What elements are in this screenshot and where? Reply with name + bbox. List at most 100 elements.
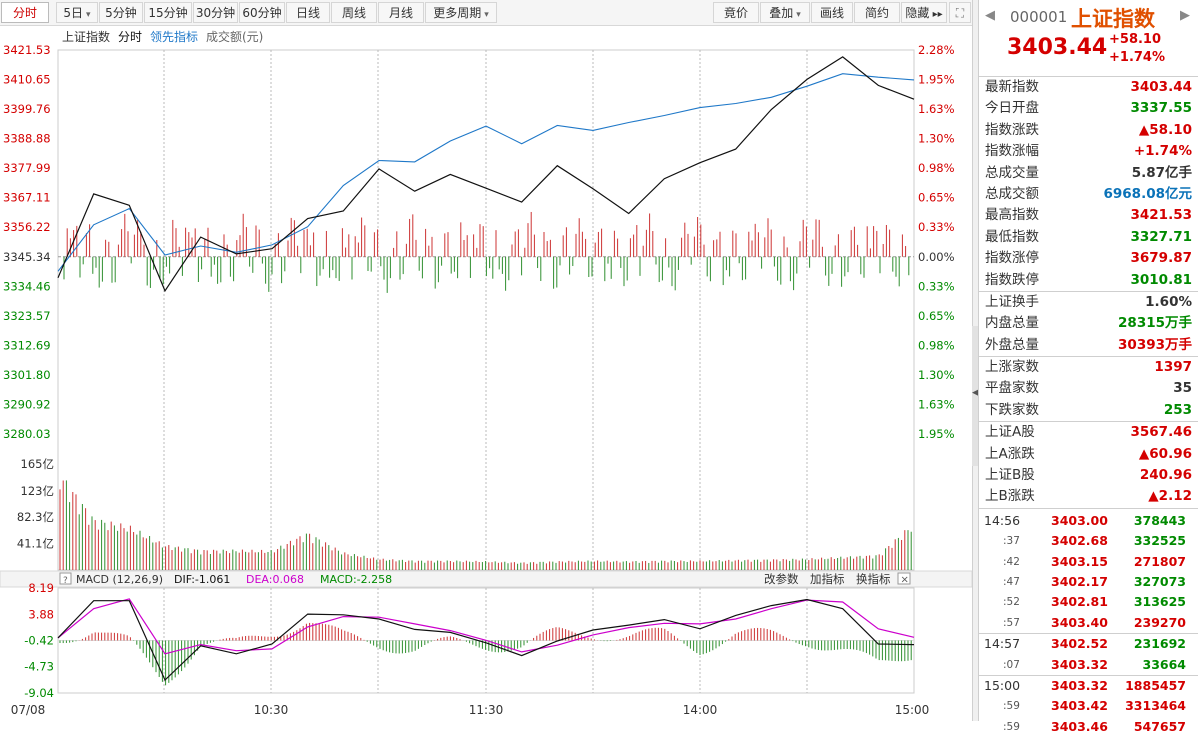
dif-line: [57, 598, 915, 682]
stat-value: 3403.44: [1130, 79, 1193, 95]
pct-tick-label: 0.33%: [918, 279, 955, 293]
chart-area[interactable]: 3421.53 2.28% 3410.65 1.95% 3399.76 1.63% 3388…: [0, 26, 973, 721]
draw-line-button[interactable]: 画线: [811, 2, 853, 23]
tab-15min[interactable]: 15分钟: [144, 2, 192, 23]
pct-tick-label: 0.00%: [918, 250, 955, 264]
tick-row: 15:00 3403.32 1885457: [979, 674, 1198, 696]
stat-value: 5.87亿手: [1131, 164, 1192, 181]
tab-30min[interactable]: 30分钟: [193, 2, 238, 23]
tab-5day[interactable]: 5日: [56, 2, 98, 23]
time-axis-label: 11:30: [469, 703, 504, 717]
tab-monthly[interactable]: 月线: [378, 2, 424, 23]
tick-volume: 332525: [1133, 533, 1186, 549]
tick-row: 14:56 3403.00 378443: [979, 511, 1198, 531]
price-change-pct: +1.74%: [1109, 50, 1165, 65]
stat-value: 28315万手: [1118, 315, 1192, 332]
stat-value: ▲2.12: [1148, 488, 1192, 505]
stat-row: 指数跌停 3010.81: [979, 270, 1198, 291]
tab-more-periods[interactable]: 更多周期: [425, 2, 497, 23]
price-tick-label: 3388.88: [3, 132, 51, 146]
stat-value: ▲60.96: [1138, 445, 1192, 462]
stat-row: 指数涨跌 ▲58.10: [979, 120, 1198, 141]
tick-row: :59 3403.42 3313464: [979, 696, 1198, 716]
hide-button[interactable]: 隐藏 ▸▸: [901, 2, 947, 23]
tab-daily[interactable]: 日线: [286, 2, 330, 23]
stat-label: 最低指数: [985, 228, 1039, 245]
simple-button[interactable]: 简约: [854, 2, 900, 23]
stat-row: 上B涨跌 ▲2.12: [979, 486, 1198, 507]
pct-tick-label: 1.63%: [918, 102, 955, 116]
stat-value: 240.96: [1139, 467, 1192, 484]
tab-5min[interactable]: 5分钟: [99, 2, 143, 23]
stat-label: 上A涨跌: [985, 445, 1035, 462]
price-tick-label: 3421.53: [3, 43, 51, 57]
index-price-line: [57, 56, 915, 293]
next-stock-icon[interactable]: ▶: [1180, 8, 1190, 23]
edit-params-link[interactable]: 改参数: [764, 572, 799, 586]
pct-tick-label: 1.95%: [918, 427, 955, 441]
time-axis-label: 10:30: [254, 703, 289, 717]
stat-row: 今日开盘 3337.55: [979, 98, 1198, 119]
macd-tick-label: -4.73: [24, 660, 54, 674]
macd-tick-label: -0.42: [24, 633, 54, 647]
tick-volume: 313625: [1133, 594, 1186, 610]
time-axis-label: 07/08: [11, 703, 46, 717]
auction-button[interactable]: 竟价: [713, 2, 759, 23]
stat-row: 指数涨停 3679.87: [979, 248, 1198, 269]
stat-value: 3679.87: [1130, 250, 1193, 267]
tab-intraday[interactable]: 分时: [1, 2, 49, 23]
overlay-button[interactable]: 叠加: [760, 2, 810, 23]
volume-tick-label: 82.3亿: [17, 510, 54, 524]
add-indicator-link[interactable]: 加指标: [810, 572, 845, 586]
stat-row: 总成交量 5.87亿手: [979, 163, 1198, 184]
stats-section-main: 最新指数 3403.44 今日开盘 3337.55 指数涨跌 ▲58.10 指数涨幅 +1.7…: [979, 77, 1198, 292]
tick-time: 15:00: [984, 677, 1021, 693]
swap-indicator-link[interactable]: 换指标: [856, 572, 891, 586]
tick-time: :59: [1003, 700, 1020, 713]
tick-row: :42 3403.15 271807: [979, 552, 1198, 572]
intraday-chart[interactable]: 3421.53 2.28% 3410.65 1.95% 3399.76 1.63% 3388…: [0, 26, 973, 721]
tick-price: 3402.52: [1051, 636, 1108, 652]
stats-section-breadth: 上涨家数 1397 平盘家数 35 下跌家数 253: [979, 357, 1198, 423]
close-indicator-icon[interactable]: [897, 572, 911, 585]
tick-price: 3403.32: [1051, 656, 1108, 672]
stat-label: 上B涨跌: [985, 488, 1035, 505]
pct-tick-label: 0.65%: [918, 309, 955, 323]
fullscreen-icon[interactable]: ⛶: [949, 2, 971, 23]
hide-label: 隐藏: [905, 6, 930, 20]
caret-left-icon: ◀: [972, 388, 979, 398]
tab-weekly[interactable]: 周线: [331, 2, 377, 23]
price-tick-label: 3377.99: [3, 161, 51, 175]
tick-list[interactable]: 14:56 3403.00 378443:37 3402.68 332525:42 340…: [979, 509, 1198, 737]
macd-dif-value: DIF:-1.061: [174, 573, 230, 586]
stat-row: 外盘总量 30393万手: [979, 335, 1198, 356]
stat-value: 3010.81: [1130, 271, 1193, 288]
pct-tick-label: 1.95%: [918, 73, 955, 87]
price-tick-label: 3345.34: [3, 250, 51, 264]
stat-value: 3337.55: [1130, 100, 1193, 117]
price-tick-label: 3356.22: [3, 220, 51, 234]
stat-row: 内盘总量 28315万手: [979, 313, 1198, 334]
pct-tick-label: 1.63%: [918, 397, 955, 411]
stock-name: 上证指数: [1071, 7, 1155, 31]
close-icon-glyph: ×: [901, 575, 909, 586]
stat-row: 最新指数 3403.44: [979, 77, 1198, 98]
price-tick-label: 3280.03: [3, 427, 51, 441]
volume-tick-label: 165亿: [21, 457, 54, 471]
stat-value: 3327.71: [1130, 228, 1193, 245]
tick-row: :07 3403.32 33664: [979, 655, 1198, 675]
stat-value: 3567.46: [1130, 424, 1193, 441]
stat-row: 最低指数 3327.71: [979, 227, 1198, 248]
help-icon-glyph: ?: [63, 576, 68, 586]
prev-stock-icon[interactable]: ◀: [985, 8, 995, 23]
collapse-handle[interactable]: ◀: [972, 326, 979, 466]
volume-tick-label: 41.1亿: [17, 537, 54, 551]
period-toolbar: 分时 5日 5分钟 15分钟 30分钟 60分钟 日线 周线 月线 更多周期 竟…: [0, 0, 972, 26]
stat-row: 上证A股 3567.46: [979, 422, 1198, 443]
tab-60min[interactable]: 60分钟: [239, 2, 285, 23]
stat-label: 总成交量: [985, 164, 1039, 181]
stat-label: 外盘总量: [985, 336, 1039, 353]
macd-tick-label: 3.88: [28, 607, 54, 621]
stat-label: 总成交额: [985, 185, 1039, 202]
tick-price: 3403.42: [1051, 698, 1108, 714]
